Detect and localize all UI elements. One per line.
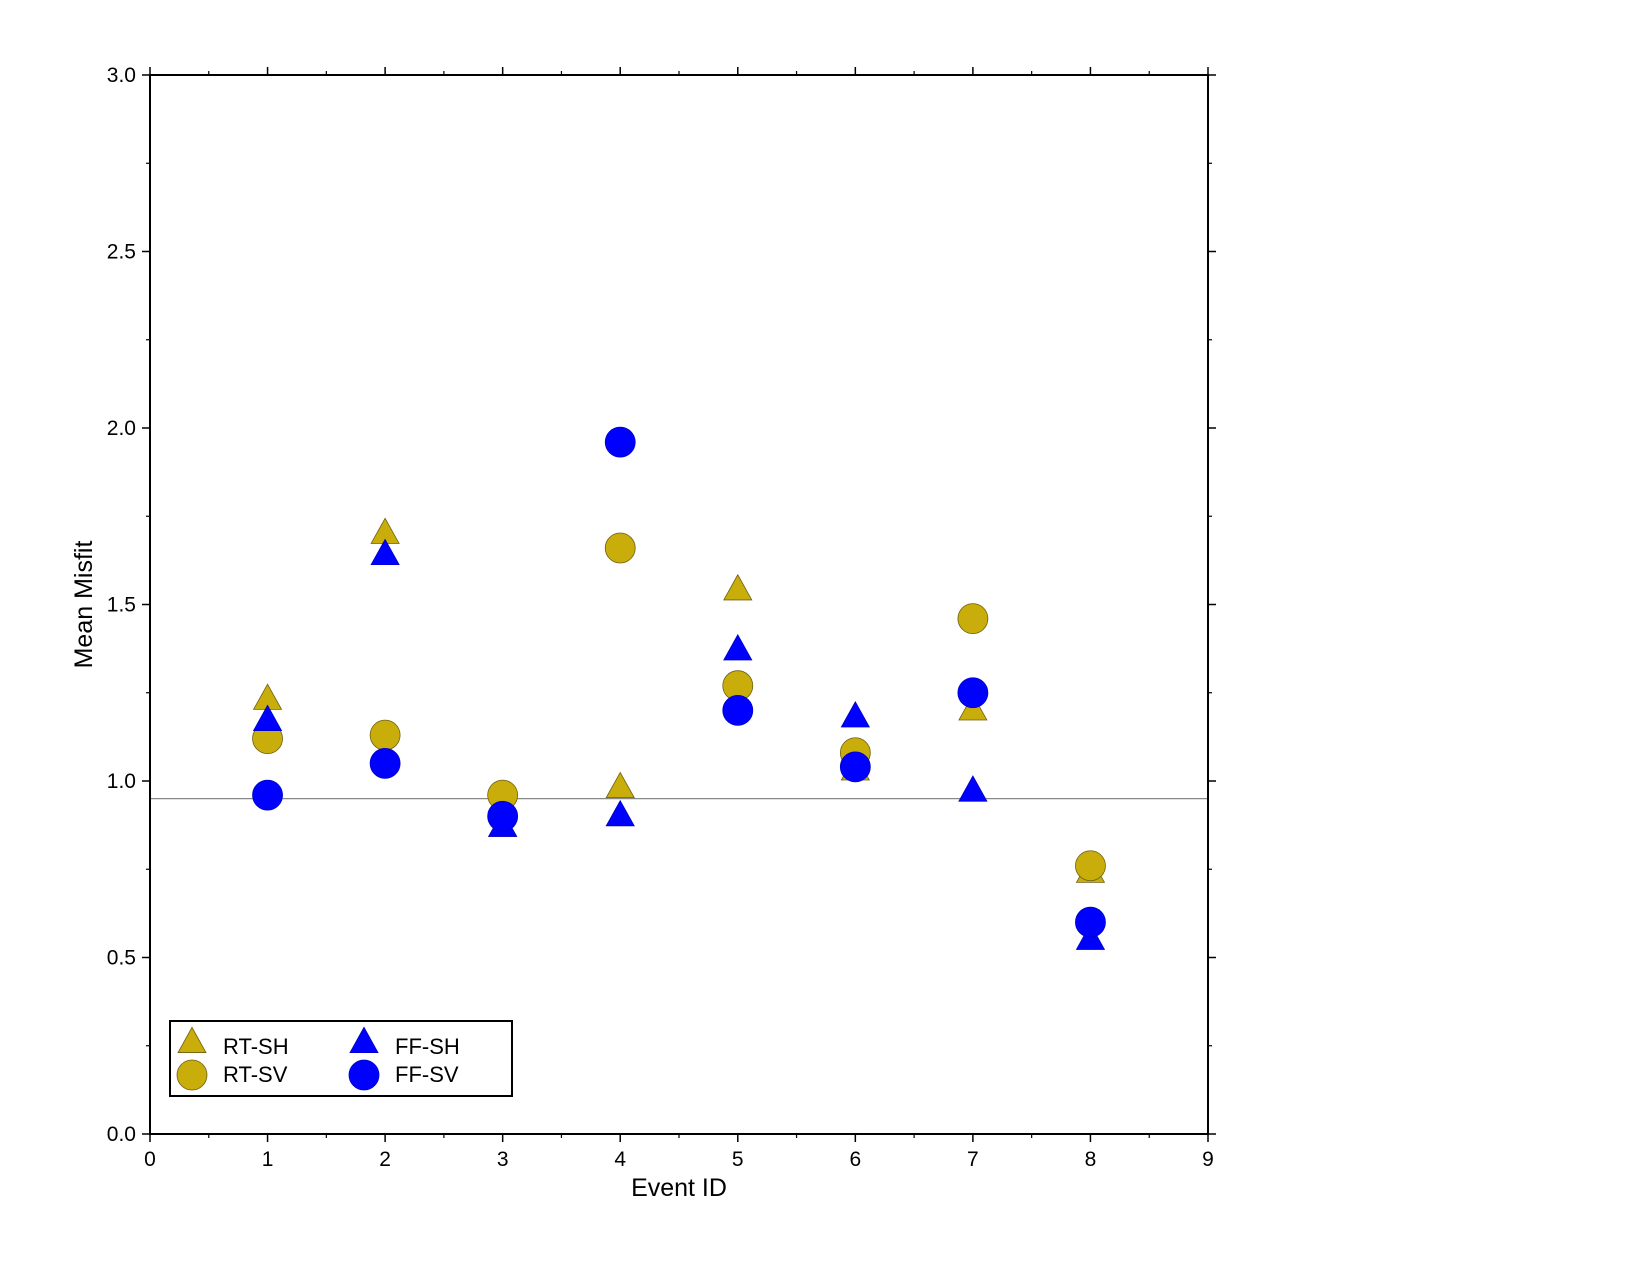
point-ff-sh: [840, 701, 871, 728]
point-ff-sv: [487, 800, 519, 832]
y-tick-label: 3.0: [107, 64, 136, 87]
point-ff-sh: [958, 775, 988, 802]
point-ff-sh: [723, 633, 753, 661]
point-ff-sv: [252, 779, 283, 811]
legend-box: [169, 1020, 513, 1097]
y-tick-label: 1.0: [107, 770, 136, 793]
y-tick-label: 1.5: [107, 594, 136, 617]
legend-marker-ff-sv: [348, 1059, 380, 1091]
x-tick-label: 8: [1085, 1148, 1097, 1171]
legend-label-rt-sh: RT-SH: [223, 1034, 289, 1059]
x-tick-label: 4: [614, 1148, 626, 1171]
axes: 0 1 2 3 4 5 6 7 8 9 0.0 0.5 1.0 1.5 2.0 2.5 3.0 Event ID M…: [70, 64, 1216, 1202]
point-rt-sv: [957, 603, 989, 635]
x-tick-label: 1: [262, 1148, 274, 1171]
point-ff-sv: [957, 677, 989, 709]
x-tick-label: 2: [379, 1148, 391, 1171]
x-tick-label: 7: [967, 1148, 979, 1171]
legend-label-ff-sv: FF-SV: [395, 1062, 459, 1087]
point-rt-sh: [605, 771, 635, 799]
point-rt-sh: [723, 573, 753, 601]
legend-label-rt-sv: RT-SV: [223, 1062, 288, 1087]
x-tick-label: 9: [1202, 1148, 1214, 1171]
point-ff-sv: [722, 695, 754, 726]
plot-frame: [149, 74, 1209, 1135]
y-tick-label: 0.5: [107, 947, 136, 970]
y-tick-label: 2.0: [107, 417, 136, 440]
point-ff-sh: [252, 704, 283, 731]
point-ff-sv: [369, 747, 401, 779]
x-tick-label: 3: [497, 1148, 509, 1171]
point-ff-sv: [1075, 906, 1106, 938]
point-ff-sv: [839, 751, 871, 783]
y-tick-label: 0.0: [107, 1123, 136, 1146]
legend-label-ff-sh: FF-SH: [395, 1034, 460, 1059]
x-tick-label: 5: [732, 1148, 744, 1171]
legend-marker-rt-sv: [176, 1059, 208, 1091]
x-axis-title: Event ID: [631, 1174, 727, 1202]
point-ff-sv: [604, 426, 636, 458]
x-tick-label: 6: [849, 1148, 861, 1171]
legend: RT-SH RT-SV FF-SH FF-SV: [169, 1020, 513, 1097]
legend-marker-rt-sh: [177, 1026, 207, 1053]
legend-marker-ff-sh: [349, 1026, 379, 1053]
point-rt-sv: [604, 532, 636, 564]
point-ff-sh: [605, 799, 635, 827]
x-tick-label: 0: [144, 1148, 156, 1171]
y-tick-label: 2.5: [107, 241, 136, 264]
point-ff-sh: [370, 538, 400, 566]
y-axis-title: Mean Misfit: [70, 541, 98, 669]
point-rt-sv: [369, 719, 401, 751]
plot-area: [150, 426, 1208, 950]
point-rt-sv: [1075, 850, 1106, 882]
